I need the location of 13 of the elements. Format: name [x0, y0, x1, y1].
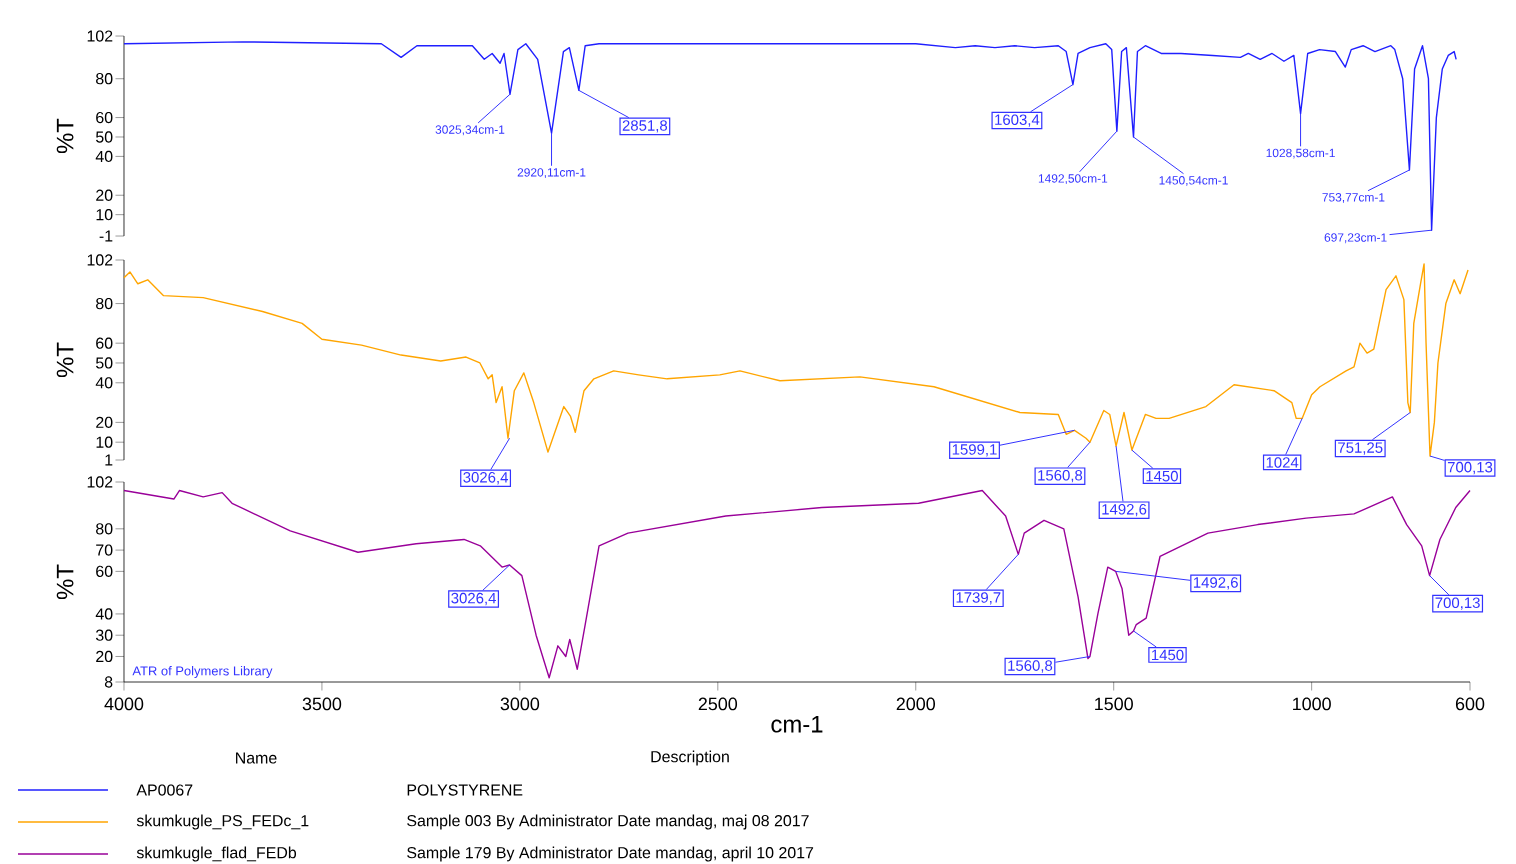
- x-tick-label: 3500: [302, 697, 342, 711]
- x-tick-label: 2000: [896, 697, 936, 711]
- x-tick-label: 4000: [104, 697, 144, 711]
- line-series: [123, 263, 1469, 457]
- y-axis-title: %T: [56, 564, 74, 600]
- x-tick-label: 600: [1455, 697, 1485, 711]
- x-tick-label: 2500: [698, 697, 738, 711]
- y-axis-title: %T: [56, 342, 74, 378]
- x-tick-label: 1000: [1293, 697, 1331, 711]
- x-tick-label: 3000: [500, 697, 540, 711]
- x-tick-label: 1500: [1095, 697, 1133, 711]
- y-axis-title: %T: [56, 118, 74, 154]
- x-axis-title: cm-1: [771, 715, 823, 733]
